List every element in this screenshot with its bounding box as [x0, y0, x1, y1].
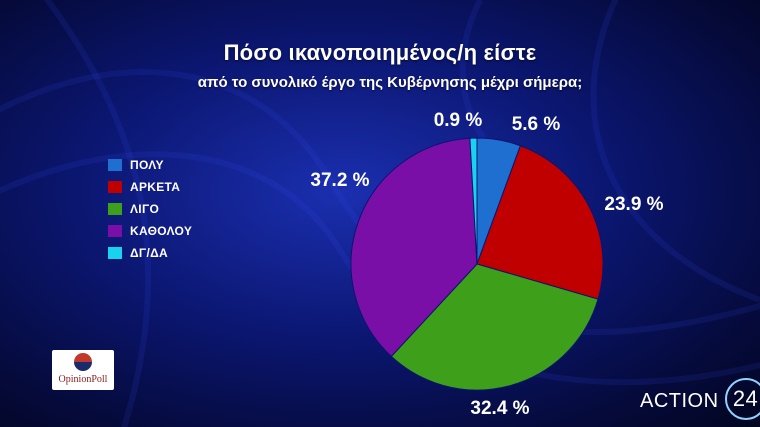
opinionpoll-logo: OpinionPoll: [52, 350, 114, 390]
data-label-2: 32.4 %: [470, 398, 529, 419]
legend-item-dgda: ΔΓ/ΔΑ: [108, 242, 192, 264]
legend-label: ΑΡΚΕΤΑ: [130, 180, 181, 194]
legend-item-katholou: ΚΑΘΟΛΟΥ: [108, 220, 192, 242]
legend-swatch: [108, 203, 122, 215]
chart-title: Πόσο ικανοποιημένος/η είστε: [223, 40, 537, 65]
legend-swatch: [108, 225, 122, 237]
legend-item-ligo: ΛΙΓΟ: [108, 198, 192, 220]
legend-item-poly: ΠΟΛΥ: [108, 154, 192, 176]
legend: ΠΟΛΥ ΑΡΚΕΤΑ ΛΙΓΟ ΚΑΘΟΛΟΥ ΔΓ/ΔΑ: [108, 154, 192, 264]
action24-logo-text: ACTION: [640, 389, 719, 412]
chart-subtitle: από το συνολικό έργο της Κυβέρνησης μέχρ…: [197, 74, 583, 91]
opinionpoll-logo-mark: [74, 353, 92, 371]
data-label-4: 0.9 %: [434, 110, 483, 131]
action24-logo-number: 24: [724, 378, 760, 420]
legend-label: ΠΟΛΥ: [130, 158, 164, 172]
legend-label: ΛΙΓΟ: [130, 202, 160, 216]
legend-label: ΔΓ/ΔΑ: [130, 246, 168, 260]
pie-slice-1: [476, 145, 604, 300]
data-label-0: 5.6 %: [512, 114, 561, 135]
pie-slice-4: [469, 137, 478, 265]
data-label-3: 37.2 %: [310, 170, 369, 191]
legend-label: ΚΑΘΟΛΟΥ: [130, 224, 193, 238]
legend-item-arketa: ΑΡΚΕΤΑ: [108, 176, 192, 198]
data-label-1: 23.9 %: [604, 194, 663, 215]
legend-swatch: [108, 159, 122, 171]
action24-logo: ACTION 24: [640, 378, 760, 420]
opinionpoll-logo-text: OpinionPoll: [58, 374, 108, 385]
pie-slice-3: [350, 137, 478, 358]
pie-slice-2: [390, 263, 599, 391]
legend-swatch: [108, 247, 122, 259]
legend-swatch: [108, 181, 122, 193]
